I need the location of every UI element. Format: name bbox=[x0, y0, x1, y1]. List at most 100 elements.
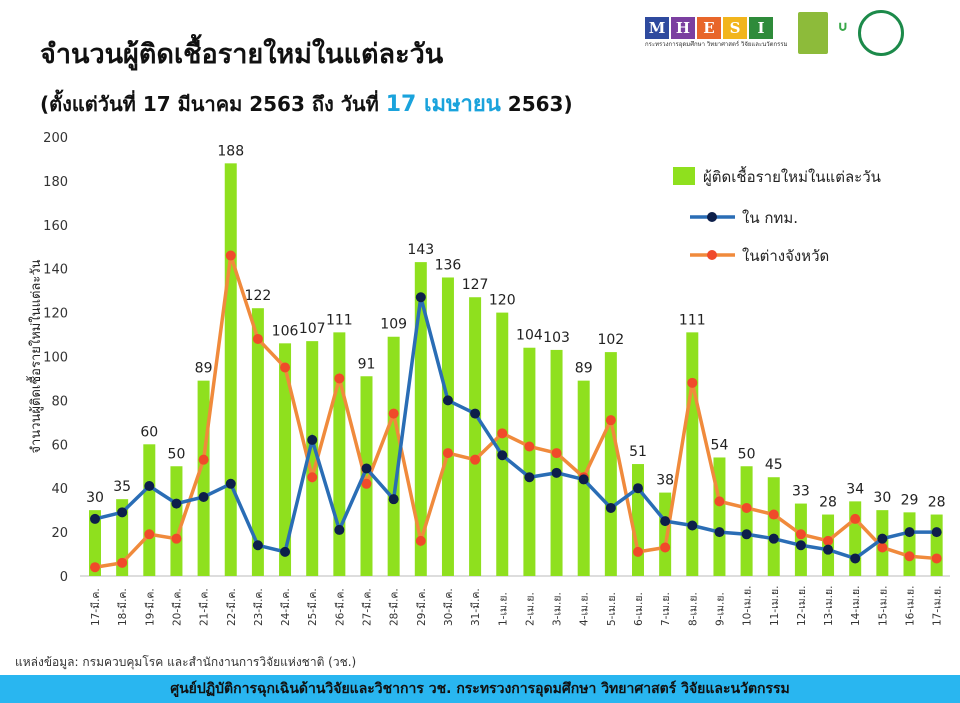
bar-data-label: 30 bbox=[86, 490, 104, 506]
bar bbox=[550, 349, 563, 576]
data-point bbox=[307, 472, 318, 483]
data-point bbox=[551, 467, 562, 478]
chart: 0 20 40 60 80 100 120 140 160 180 200 จำนวนผู้ติดเช… bbox=[26, 131, 950, 627]
bar-data-label: 127 bbox=[462, 277, 489, 293]
mhesi-letter: I bbox=[749, 17, 773, 39]
y-tick-label: 100 bbox=[43, 351, 68, 366]
bar-data-label: 50 bbox=[168, 446, 186, 462]
data-point bbox=[850, 513, 861, 524]
page-title: จำนวนผู้ติดเชื้อรายใหม่ในแต่ละวัน bbox=[40, 39, 444, 70]
data-point bbox=[90, 562, 100, 573]
bar-data-label: 89 bbox=[195, 361, 213, 377]
x-tick-label: 13-เม.ย. bbox=[823, 586, 835, 627]
anniversary-logo: ᐡ bbox=[837, 18, 848, 48]
bar-data-label: 89 bbox=[575, 361, 593, 377]
source-note: แหล่งข้อมูล: กรมควบคุมโรค และสำนักงานการ… bbox=[15, 655, 357, 669]
data-point bbox=[524, 441, 535, 452]
data-point bbox=[388, 494, 399, 505]
data-point bbox=[470, 408, 481, 419]
bar bbox=[89, 510, 101, 576]
bar bbox=[659, 492, 672, 576]
bar bbox=[496, 312, 509, 576]
bar bbox=[279, 343, 292, 576]
nrct-logo bbox=[797, 12, 828, 54]
bar bbox=[251, 308, 264, 576]
data-point bbox=[117, 557, 128, 568]
data-point bbox=[198, 454, 209, 465]
x-tick-label: 24-มี.ค. bbox=[279, 588, 292, 626]
data-point bbox=[90, 513, 100, 524]
y-tick-label: 120 bbox=[43, 307, 68, 322]
x-tick-label: 12-เม.ย. bbox=[796, 586, 808, 627]
data-point bbox=[307, 434, 318, 445]
bar bbox=[794, 503, 807, 576]
data-point bbox=[660, 516, 671, 527]
x-tick-label: 10-เม.ย. bbox=[742, 586, 754, 627]
bar-data-label: 104 bbox=[516, 328, 543, 344]
x-tick-label: 31-มี.ค. bbox=[469, 588, 482, 626]
bar bbox=[632, 464, 644, 576]
x-tick-label: 17-มี.ค. bbox=[89, 588, 102, 626]
bar-data-label: 107 bbox=[299, 321, 326, 337]
data-point bbox=[931, 527, 942, 538]
bar bbox=[740, 466, 753, 576]
x-tick-label: 9-เม.ย. bbox=[714, 592, 726, 626]
bar-data-label: 103 bbox=[543, 330, 570, 346]
bar-data-label: 28 bbox=[928, 495, 946, 511]
data-point bbox=[660, 542, 671, 553]
bar-data-label: 38 bbox=[656, 473, 674, 489]
bar bbox=[197, 380, 210, 576]
data-point bbox=[361, 463, 372, 474]
data-point bbox=[280, 362, 291, 373]
x-tick-label: 17-เม.ย. bbox=[932, 586, 944, 627]
data-point bbox=[605, 502, 616, 513]
data-point bbox=[442, 395, 453, 406]
data-point bbox=[904, 527, 915, 538]
mhesi-caption: กระทรวงการอุดมศึกษา วิทยาศาสตร์ วิจัยและ… bbox=[645, 41, 788, 48]
x-tick-label: 25-มี.ค. bbox=[306, 588, 319, 626]
data-point bbox=[877, 542, 888, 553]
data-point bbox=[225, 478, 236, 489]
bar bbox=[414, 262, 427, 576]
bar bbox=[170, 466, 183, 576]
data-point bbox=[605, 415, 616, 426]
data-point bbox=[171, 533, 182, 544]
data-point bbox=[741, 502, 752, 513]
data-point bbox=[497, 428, 508, 439]
bar-data-label: 29 bbox=[901, 492, 919, 508]
bar-data-label: 28 bbox=[819, 495, 837, 511]
data-point bbox=[633, 546, 643, 557]
bar-data-label: 60 bbox=[140, 424, 158, 440]
mhesi-letter: M bbox=[645, 17, 669, 39]
legend-swatch-bar bbox=[673, 167, 695, 185]
bar-data-label: 136 bbox=[435, 257, 462, 273]
x-tick-label: 29-มี.ค. bbox=[415, 588, 428, 626]
y-axis-label: จำนวนผู้ติดเชื้อรายใหม่ในแต่ละวัน bbox=[26, 259, 44, 453]
x-tick-label: 6-เม.ย. bbox=[633, 592, 645, 626]
data-point bbox=[823, 544, 834, 555]
y-tick-label: 80 bbox=[51, 394, 68, 409]
bar-data-label: 111 bbox=[679, 312, 706, 328]
data-point bbox=[415, 535, 426, 546]
data-point bbox=[768, 533, 779, 544]
legend-label: ผู้ติดเชื้อรายใหม่ในแต่ละวัน bbox=[703, 166, 881, 186]
bar bbox=[333, 332, 346, 576]
data-point bbox=[524, 472, 535, 483]
data-point bbox=[795, 540, 806, 551]
data-point bbox=[497, 450, 508, 461]
bar-data-label: 34 bbox=[846, 481, 864, 497]
bar-data-label: 102 bbox=[597, 332, 624, 348]
bar-data-label: 51 bbox=[629, 444, 647, 460]
bar-data-label: 50 bbox=[738, 446, 756, 462]
data-point bbox=[904, 551, 915, 562]
bar-data-label: 122 bbox=[245, 288, 272, 304]
y-tick-label: 200 bbox=[43, 131, 68, 146]
x-tick-label: 23-มี.ค. bbox=[252, 588, 265, 626]
bar bbox=[686, 332, 699, 576]
x-tick-label: 19-มี.ค. bbox=[143, 588, 156, 626]
data-point bbox=[361, 478, 372, 489]
legend-marker bbox=[707, 212, 717, 222]
